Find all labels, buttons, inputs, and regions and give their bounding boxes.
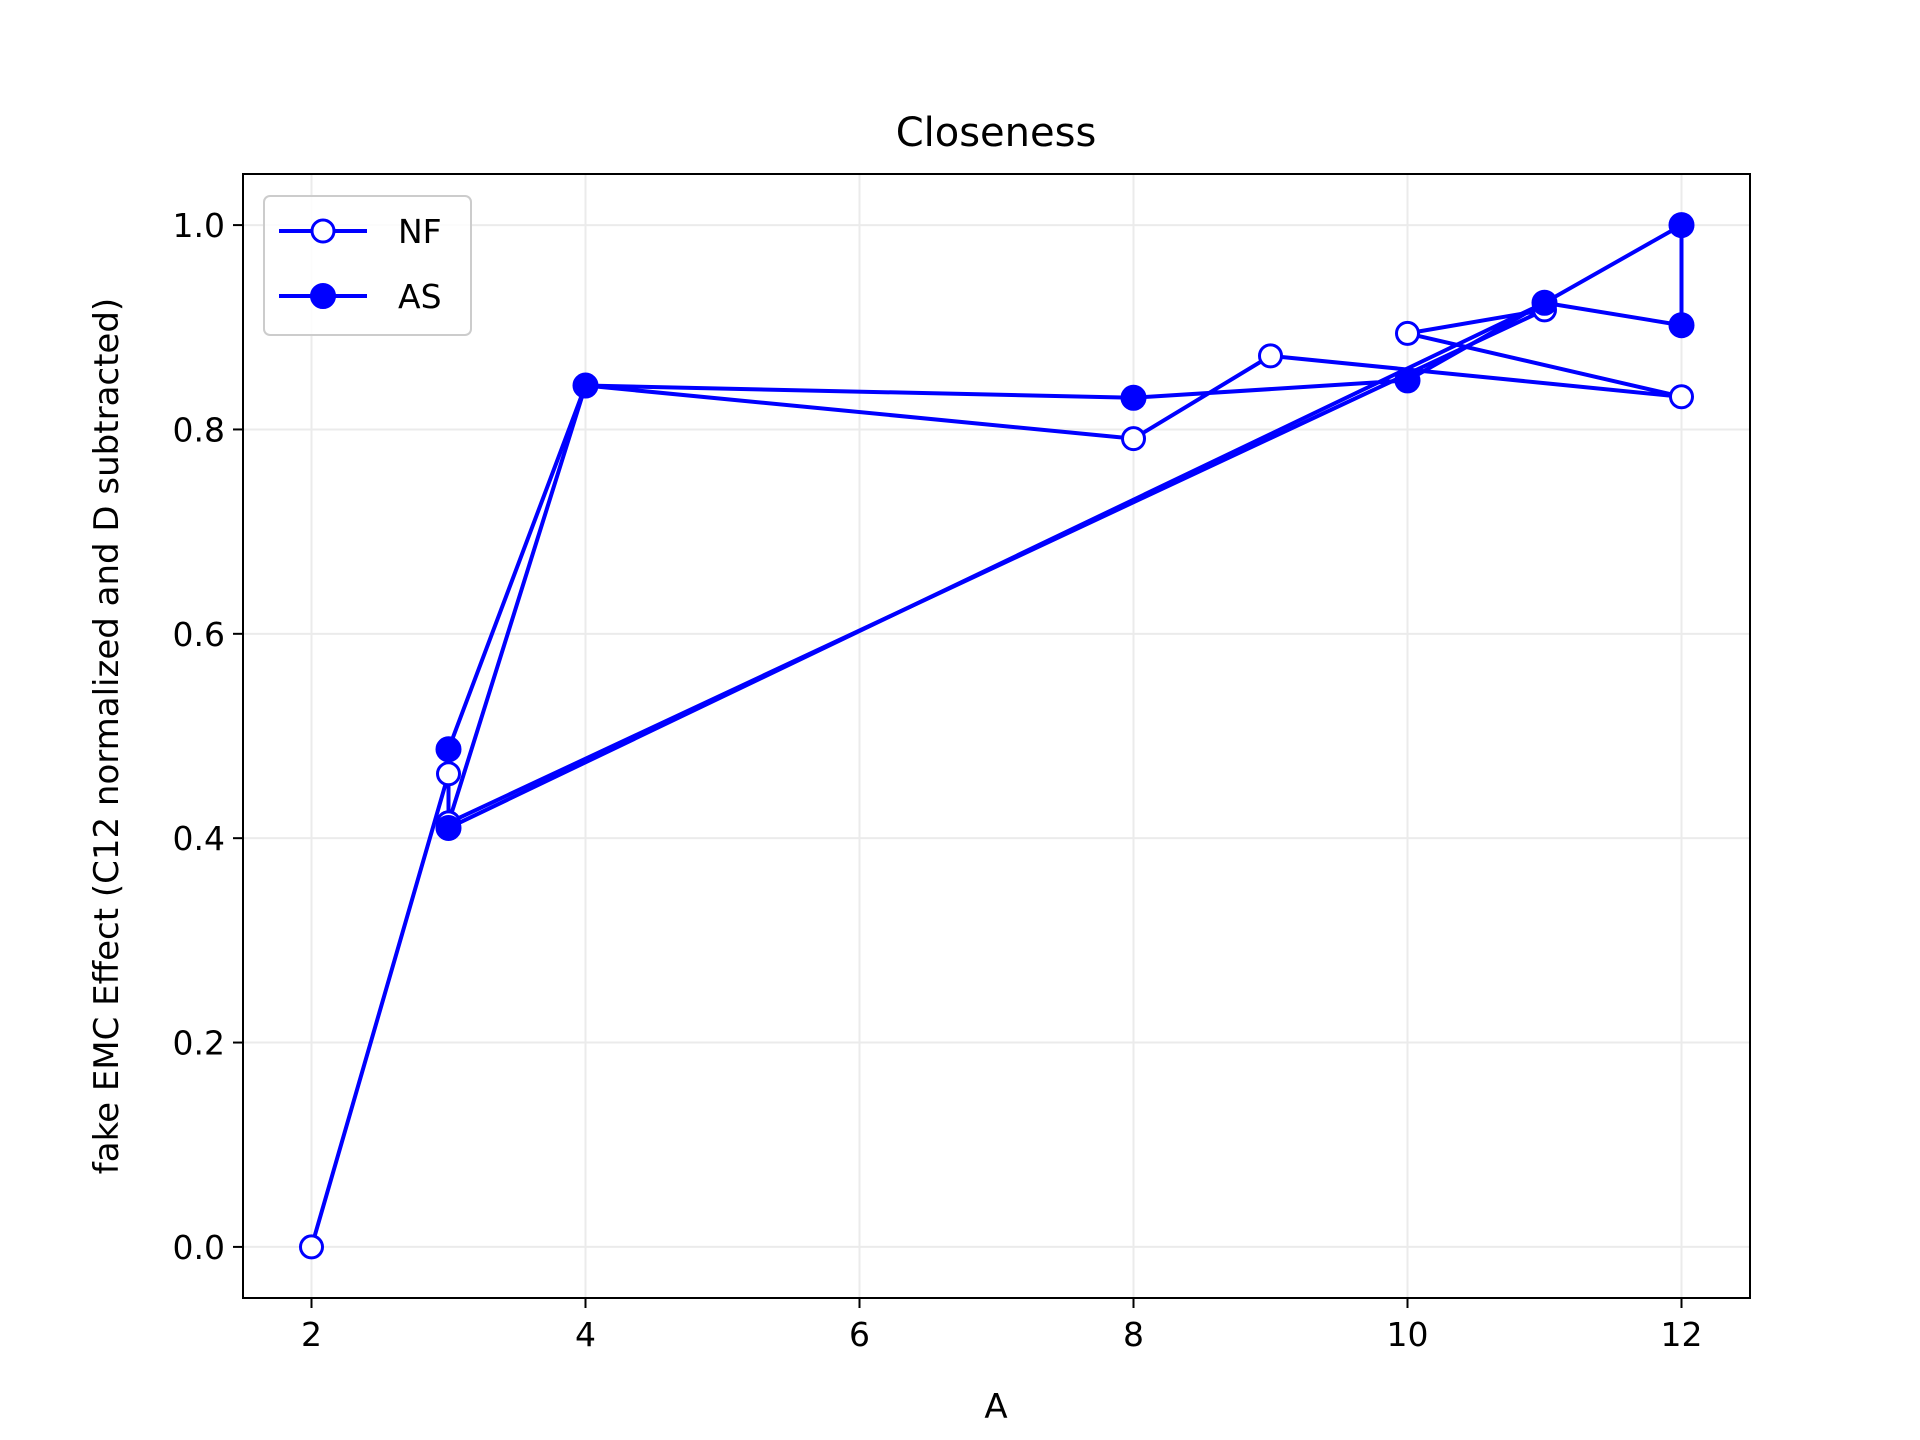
legend: NF AS bbox=[263, 195, 472, 336]
data-point-nf bbox=[299, 1234, 324, 1260]
data-point-as bbox=[1531, 289, 1558, 316]
plot-lines bbox=[299, 212, 1695, 1260]
legend-marker-as bbox=[310, 283, 336, 309]
series-line-nf bbox=[309, 307, 1684, 1248]
data-point-as bbox=[435, 736, 462, 763]
legend-label-nf: NF bbox=[398, 212, 442, 251]
y-tick-label: 1.0 bbox=[173, 206, 225, 245]
grid bbox=[243, 174, 1750, 1298]
x-tick-label: 8 bbox=[1123, 1315, 1144, 1354]
data-point-as bbox=[1668, 212, 1695, 239]
y-tick-label: 0.4 bbox=[173, 819, 225, 858]
data-point-nf bbox=[1395, 320, 1420, 346]
x-tick-label: 4 bbox=[575, 1315, 596, 1354]
data-point-nf bbox=[436, 761, 461, 787]
y-tick-label: 0.2 bbox=[173, 1024, 225, 1063]
data-point-as bbox=[572, 372, 599, 399]
x-axis-label: A bbox=[984, 1387, 1007, 1427]
data-point-nf bbox=[1258, 343, 1283, 369]
data-point-as bbox=[1394, 367, 1421, 394]
data-point-nf bbox=[1669, 384, 1694, 410]
data-point-as bbox=[1120, 384, 1147, 411]
x-tick-label: 6 bbox=[849, 1315, 870, 1354]
data-point-as bbox=[1668, 312, 1695, 339]
y-axis-label: fake EMC Effect (C12 normalized and D su… bbox=[87, 298, 127, 1174]
legend-label-as: AS bbox=[398, 277, 442, 316]
legend-marker-nf bbox=[310, 218, 336, 244]
y-tick-label: 0.8 bbox=[173, 410, 225, 449]
data-point-as bbox=[435, 814, 462, 841]
x-tick-label: 10 bbox=[1387, 1315, 1429, 1354]
chart-title: Closeness bbox=[896, 110, 1097, 156]
y-tick-label: 0.0 bbox=[173, 1228, 225, 1267]
x-tick-label: 2 bbox=[301, 1315, 322, 1354]
y-tick-label: 0.6 bbox=[173, 615, 225, 654]
data-point-nf bbox=[1121, 426, 1146, 452]
legend-entry-as: AS bbox=[279, 277, 442, 316]
axes: 2 4 6 8 10 12 0.0 0.2 0.4 0.6 0.8 1.0 bbox=[173, 206, 1703, 1354]
x-tick-label: 12 bbox=[1661, 1315, 1703, 1354]
plot-frame bbox=[242, 173, 1751, 1299]
legend-entry-nf: NF bbox=[279, 212, 442, 251]
